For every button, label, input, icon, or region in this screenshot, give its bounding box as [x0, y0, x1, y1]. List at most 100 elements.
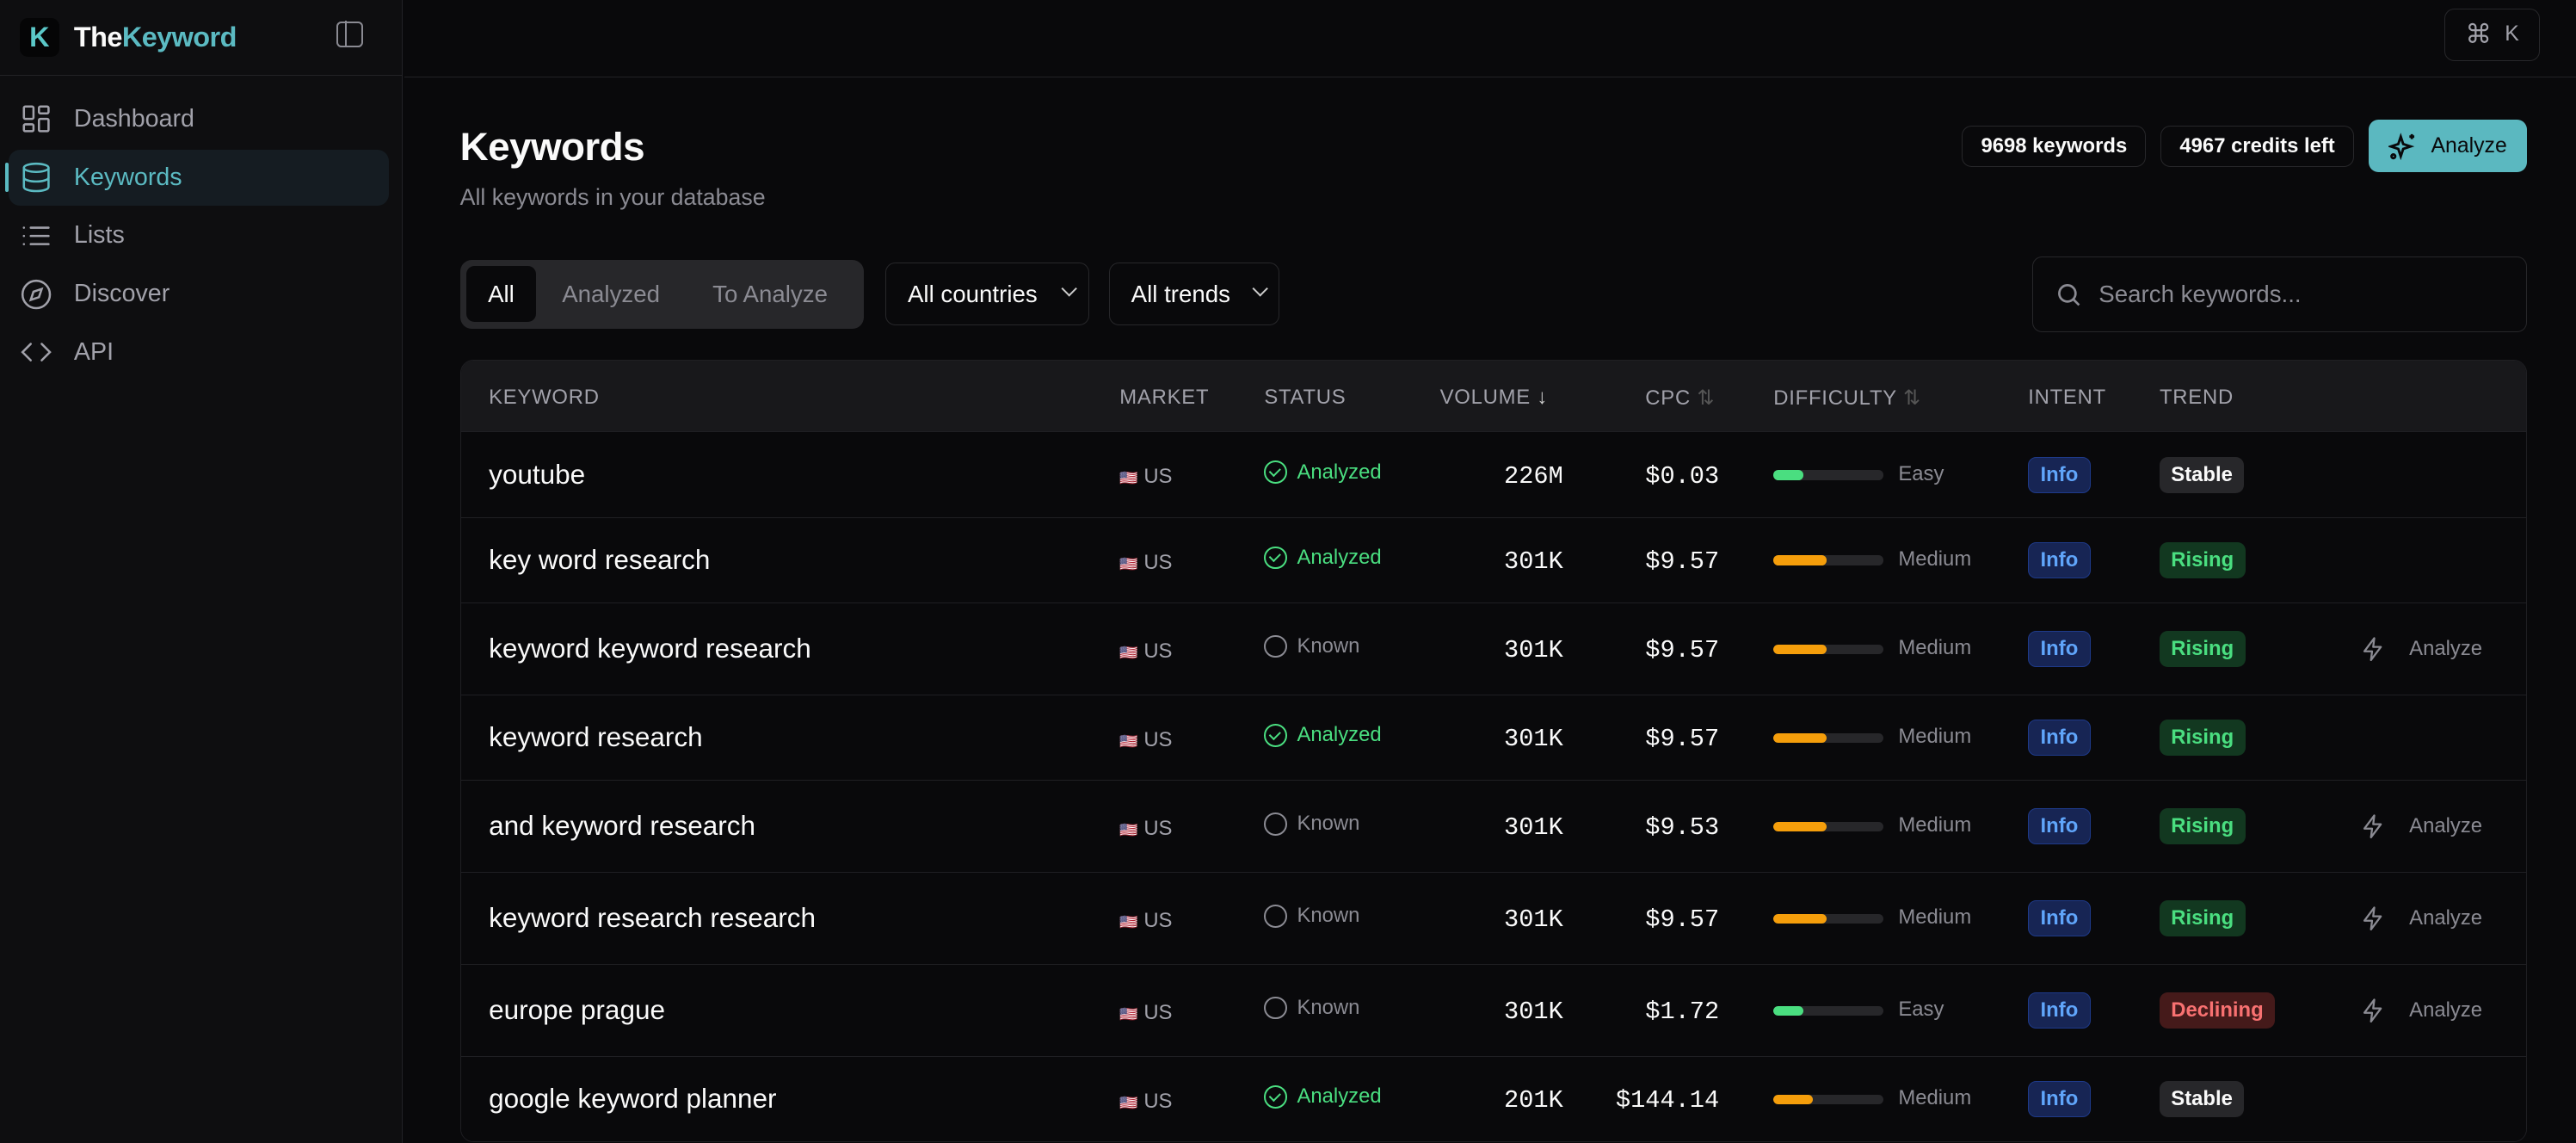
sidebar-collapse-icon[interactable]	[336, 20, 363, 48]
keywords-count-badge: 9698 keywords	[1962, 126, 2147, 167]
trend-badge: Rising	[2159, 808, 2246, 845]
status: Known	[1264, 634, 1359, 658]
keyword-text[interactable]: youtube	[489, 458, 586, 490]
intent-badge: Info	[2028, 1081, 2091, 1118]
volume: 301K	[1504, 547, 1563, 576]
volume: 301K	[1504, 635, 1563, 664]
sidebar-item-discover[interactable]: Discover	[9, 266, 389, 322]
check-circle-icon	[1264, 546, 1288, 570]
tab-analyzed[interactable]: Analyzed	[562, 280, 661, 307]
intent-badge: Info	[2028, 900, 2091, 937]
sidebar-item-dashboard[interactable]: Dashboard	[9, 91, 389, 147]
search-icon	[2057, 283, 2080, 306]
us-flag-icon: 🇺🇸	[1119, 1004, 1138, 1023]
difficulty-bar-fill	[1773, 555, 1827, 565]
difficulty-label: Medium	[1898, 635, 1972, 659]
table-row[interactable]: key word research 🇺🇸 US Analyzed 301K $9…	[460, 516, 2526, 602]
row-analyze-button[interactable]: Analyze	[2360, 904, 2482, 933]
col-cpc[interactable]: CPC ⇅	[1645, 386, 1715, 411]
row-analyze-button[interactable]: Analyze	[2360, 996, 2482, 1025]
difficulty-label: Easy	[1898, 461, 1944, 485]
command-palette-button[interactable]: ⌘ K	[2444, 8, 2540, 61]
status-label: Analyzed	[1297, 723, 1382, 747]
us-flag-icon: 🇺🇸	[1119, 912, 1138, 930]
keyword-text[interactable]: keyword research	[489, 721, 703, 753]
volume: 301K	[1504, 998, 1563, 1027]
col-market[interactable]: MARKET	[1119, 385, 1210, 409]
keyword-text[interactable]: google keyword planner	[489, 1083, 777, 1115]
lightning-icon	[2363, 998, 2382, 1023]
country-select[interactable]: All countries	[885, 263, 1089, 326]
row-analyze-label: Analyze	[2409, 814, 2483, 838]
status-label: Analyzed	[1297, 460, 1382, 484]
chevron-down-icon	[1061, 281, 1078, 298]
us-flag-icon: 🇺🇸	[1119, 469, 1138, 487]
search-input[interactable]	[2098, 280, 2493, 308]
compass-icon	[21, 279, 52, 309]
search-box[interactable]	[2031, 256, 2527, 332]
table-row[interactable]: keyword research research 🇺🇸 US Known 30…	[460, 871, 2526, 964]
sidebar-item-api[interactable]: API	[9, 324, 389, 380]
col-volume-label: VOLUME	[1439, 385, 1531, 409]
table-row[interactable]: youtube 🇺🇸 US Analyzed 226M $0.03 Easy I…	[460, 431, 2526, 517]
table-row[interactable]: and keyword research 🇺🇸 US Known 301K $9…	[460, 780, 2526, 872]
analyze-button[interactable]: Analyze	[2368, 120, 2527, 173]
row-analyze-button[interactable]: Analyze	[2360, 812, 2482, 841]
row-analyze-label: Analyze	[2409, 998, 2483, 1023]
col-difficulty[interactable]: DIFFICULTY ⇅	[1773, 386, 1920, 411]
row-analyze-label: Analyze	[2409, 637, 2483, 661]
trend-select[interactable]: All trends	[1108, 263, 1280, 326]
difficulty-label: Medium	[1898, 813, 1972, 837]
difficulty-bar	[1773, 1094, 1884, 1105]
trend-badge: Rising	[2159, 720, 2246, 757]
row-analyze-label: Analyze	[2409, 906, 2483, 930]
difficulty-bar	[1773, 470, 1884, 480]
cpc: $0.03	[1645, 461, 1720, 491]
market: 🇺🇸 US	[1119, 639, 1172, 664]
keyword-text[interactable]: europe prague	[489, 994, 665, 1026]
col-keyword[interactable]: KEYWORD	[489, 385, 600, 409]
col-status[interactable]: STATUS	[1264, 385, 1347, 409]
table-row[interactable]: keyword keyword research 🇺🇸 US Known 301…	[460, 602, 2526, 695]
sidebar-nav: Dashboard Keywords Lists Discover API	[0, 76, 402, 380]
tab-all[interactable]: All	[466, 266, 536, 323]
row-analyze-button[interactable]: Analyze	[2360, 634, 2482, 664]
status: Analyzed	[1264, 723, 1382, 747]
col-volume[interactable]: VOLUME ↓	[1440, 386, 1548, 410]
cpc: $9.57	[1645, 635, 1720, 664]
sidebar-item-keywords[interactable]: Keywords	[4, 149, 389, 206]
page-title: Keywords	[459, 125, 645, 170]
trend-badge: Stable	[2159, 456, 2245, 493]
difficulty-bar	[1773, 821, 1884, 832]
sparkles-icon	[2388, 132, 2415, 160]
difficulty-bar	[1773, 732, 1884, 744]
table-row[interactable]: europe prague 🇺🇸 US Known 301K $1.72 Eas…	[460, 963, 2526, 1056]
difficulty-bar-fill	[1773, 732, 1827, 744]
keyword-text[interactable]: keyword keyword research	[489, 633, 811, 664]
sidebar: K TheKeyword Dashboard Keywords Lists Disco…	[0, 0, 403, 1143]
intent-badge: Info	[2028, 992, 2091, 1029]
sidebar-item-label: API	[73, 337, 114, 366]
difficulty-bar-fill	[1773, 644, 1827, 654]
difficulty-bar-fill	[1773, 821, 1827, 832]
intent-badge: Info	[2028, 808, 2091, 845]
difficulty-bar-fill	[1773, 470, 1803, 480]
trend-badge: Rising	[2159, 542, 2246, 579]
keyword-text[interactable]: and keyword research	[489, 810, 755, 842]
tab-to-analyze[interactable]: To Analyze	[712, 280, 828, 307]
keyword-text[interactable]: keyword research research	[489, 902, 816, 934]
table-row[interactable]: google keyword planner 🇺🇸 US Analyzed 20…	[460, 1055, 2526, 1142]
brand[interactable]: K TheKeyword	[0, 0, 402, 76]
brand-name: TheKeyword	[74, 22, 237, 53]
status: Analyzed	[1264, 460, 1382, 485]
difficulty-bar	[1773, 555, 1884, 565]
market-code: US	[1143, 550, 1173, 574]
table-row[interactable]: keyword research 🇺🇸 US Analyzed 301K $9.…	[460, 694, 2526, 780]
volume: 226M	[1504, 461, 1563, 491]
keyword-text[interactable]: key word research	[489, 544, 711, 576]
market: 🇺🇸 US	[1119, 728, 1172, 752]
market-code: US	[1143, 639, 1173, 663]
check-circle-icon	[1264, 723, 1288, 747]
sidebar-item-lists[interactable]: Lists	[9, 207, 389, 263]
difficulty-bar-fill	[1773, 1005, 1803, 1016]
